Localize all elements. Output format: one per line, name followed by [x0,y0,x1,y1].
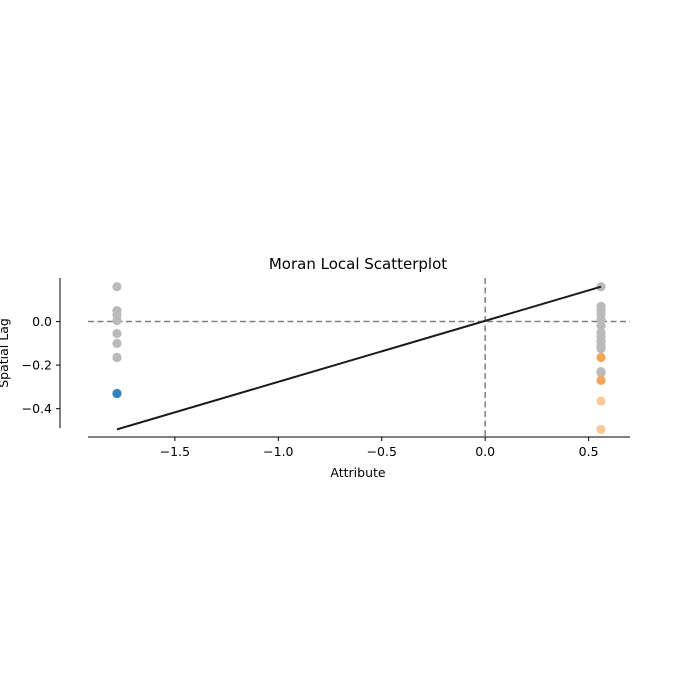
x-tick-label: −1.0 [263,444,293,459]
data-point [596,282,606,292]
x-tick-label: −0.5 [367,444,397,459]
data-point [112,388,122,399]
data-point [596,321,606,331]
data-point [596,352,606,363]
x-tick-label: 0.5 [579,444,599,459]
x-tick-label: 0.0 [475,444,495,459]
data-point [112,338,122,348]
data-point [596,344,606,354]
data-point [596,368,606,378]
data-point [596,375,606,385]
x-axis-label: Attribute [330,465,386,480]
regression-line [116,285,602,431]
data-point [596,396,606,406]
x-tick-label: −1.5 [160,444,190,459]
data-point [596,314,606,324]
data-point [112,315,122,326]
y-axis-label: Spatial Lag [0,318,11,388]
plot-area [88,278,630,437]
data-point [112,328,122,339]
data-point [112,282,122,292]
axes: −1.5 −1.0 −0.5 0.0 0.5 −0.4 −0.2 0.0 [22,278,630,459]
y-tick-label: 0.0 [32,314,52,329]
y-tick-label: −0.2 [22,358,52,373]
chart-title: Moran Local Scatterplot [269,255,447,273]
y-tick-label: −0.4 [22,401,52,416]
data-point [112,352,122,363]
data-point [596,424,606,434]
